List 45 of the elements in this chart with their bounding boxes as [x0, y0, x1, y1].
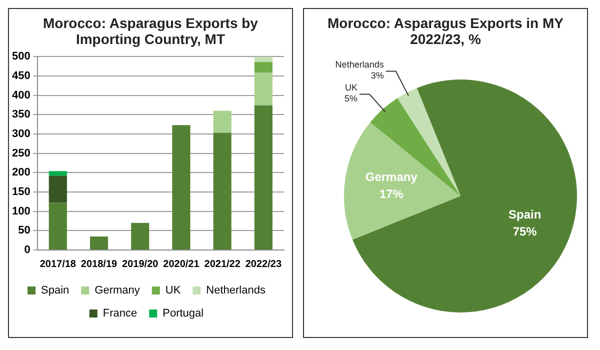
legend-label: Portugal — [162, 308, 204, 320]
bar — [131, 222, 150, 250]
x-tick-label: 2022/23 — [245, 258, 282, 270]
y-tick-label: 500 — [12, 50, 30, 63]
bar — [213, 110, 232, 133]
bar — [172, 125, 190, 250]
data-label: 17% — [379, 186, 404, 201]
bar — [48, 202, 67, 250]
bar — [213, 132, 232, 250]
legend-label: Germany — [94, 284, 140, 297]
y-tick-label: 0 — [24, 244, 30, 256]
bar — [90, 236, 108, 250]
chart-title: Morocco: Asparagus Exports by Importing Country, MT — [42, 14, 259, 47]
legend-label: Netherlands — [206, 284, 266, 297]
bar — [254, 62, 272, 72]
y-tick-label: 100 — [12, 205, 30, 218]
slice-label: Germany — [365, 170, 418, 184]
y-tick-label: 400 — [12, 89, 30, 102]
chart-title: Morocco: Asparagus Exports in MY 2022/23, % — [326, 14, 564, 47]
bar — [254, 105, 272, 250]
y-tick-label: 450 — [12, 70, 30, 82]
bar — [254, 56, 272, 62]
legend-label: UK — [165, 284, 182, 297]
data-label: 5% — [344, 94, 358, 104]
x-tick-label: 2018/19 — [80, 258, 118, 270]
x-tick-label: 2020/21 — [163, 258, 200, 270]
legend-label: Spain — [41, 284, 70, 297]
legend-label: France — [102, 308, 138, 320]
x-tick-label: 2017/18 — [40, 258, 76, 270]
bar — [254, 72, 272, 106]
bar — [48, 176, 67, 203]
y-tick-label: 150 — [12, 186, 30, 198]
slice-label: UK — [345, 82, 358, 93]
x-tick-label: 2019/20 — [122, 258, 159, 270]
y-tick-label: 50 — [18, 224, 30, 237]
data-label: 3% — [370, 70, 384, 81]
slice-label: Netherlands — [335, 60, 384, 70]
x-tick-label: 2021/22 — [204, 258, 241, 270]
y-tick-label: 200 — [12, 166, 30, 179]
y-tick-label: 300 — [12, 128, 30, 140]
y-tick-label: 250 — [12, 147, 30, 160]
y-tick-label: 350 — [12, 108, 30, 121]
bar — [48, 171, 67, 176]
data-label: 75% — [512, 224, 538, 239]
slice-label: Spain — [508, 208, 542, 222]
